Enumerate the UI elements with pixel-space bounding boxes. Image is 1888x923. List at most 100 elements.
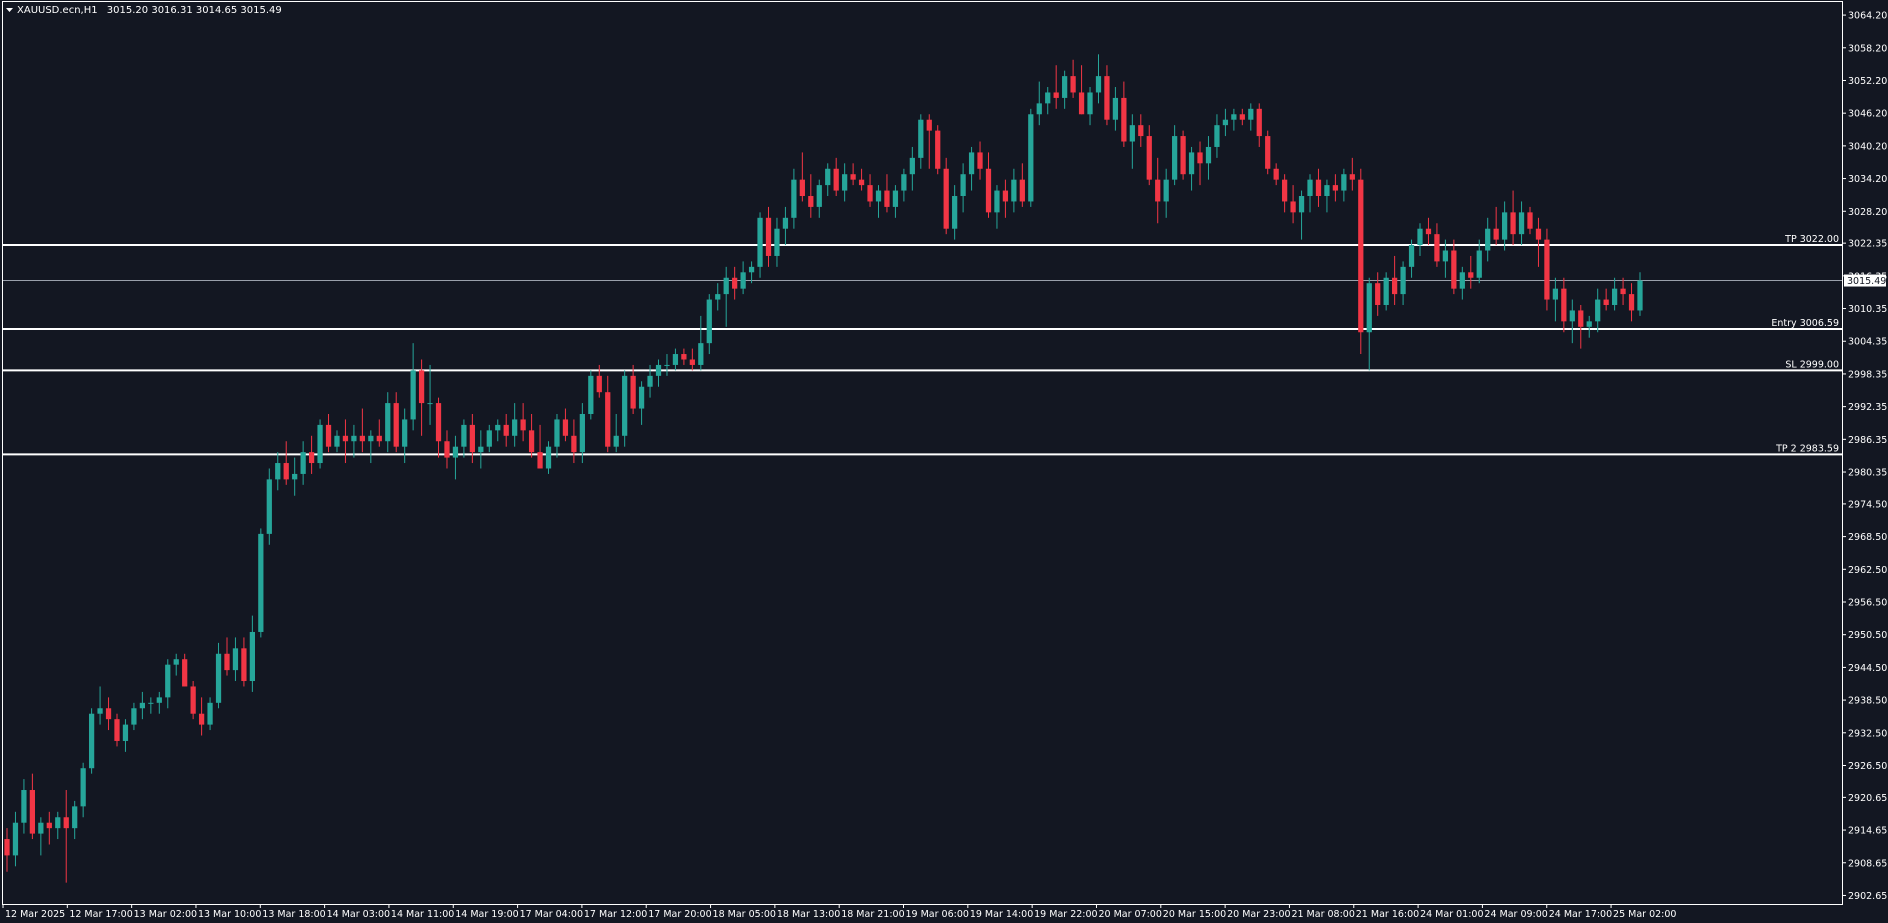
candle-body bbox=[402, 419, 408, 447]
candle bbox=[55, 811, 61, 840]
candle bbox=[173, 653, 179, 676]
candle bbox=[1180, 130, 1186, 180]
candle bbox=[1501, 201, 1508, 251]
candle bbox=[655, 359, 662, 387]
candle-body bbox=[740, 272, 746, 289]
candle-body bbox=[698, 343, 704, 365]
candle bbox=[12, 811, 19, 867]
candle bbox=[165, 659, 171, 709]
candle bbox=[858, 168, 865, 191]
price-tick-label: 3022.35 bbox=[1848, 239, 1887, 250]
price-tick-label: 3028.20 bbox=[1848, 207, 1887, 218]
candle-body bbox=[105, 708, 112, 720]
candle bbox=[1197, 141, 1203, 186]
candle bbox=[774, 217, 780, 267]
candle bbox=[325, 413, 332, 453]
candle-body bbox=[182, 659, 188, 687]
candle-body bbox=[1620, 288, 1626, 295]
candle-body bbox=[622, 375, 628, 436]
candle bbox=[1282, 174, 1288, 213]
time-axis[interactable]: 12 Mar 2025 12 Mar 17:00 13 Mar 02:00 13 Ma… bbox=[2, 904, 1676, 920]
candle bbox=[495, 419, 501, 442]
candle bbox=[182, 653, 188, 687]
time-tick-label: 13 Mar 10:00 bbox=[198, 909, 261, 920]
candle bbox=[1535, 217, 1542, 267]
candle-body bbox=[596, 375, 602, 393]
candle bbox=[528, 413, 535, 458]
price-tick-label: 3052.20 bbox=[1848, 76, 1887, 87]
candle bbox=[689, 348, 695, 371]
candle bbox=[275, 452, 281, 491]
candle bbox=[1493, 206, 1499, 246]
candle bbox=[791, 168, 797, 229]
candle-body bbox=[385, 403, 391, 442]
candle bbox=[1459, 266, 1465, 300]
candle bbox=[808, 174, 814, 218]
candle bbox=[410, 343, 416, 431]
candle-body bbox=[1146, 136, 1152, 180]
candle bbox=[1078, 65, 1085, 115]
candle-body bbox=[249, 631, 255, 682]
candle-body bbox=[1518, 212, 1525, 235]
candle-body bbox=[1298, 196, 1305, 213]
time-tick-label: 14 Mar 19:00 bbox=[455, 909, 518, 920]
candle bbox=[21, 779, 27, 834]
candle-body bbox=[503, 424, 509, 436]
level-label: TP 3022.00 bbox=[1784, 234, 1839, 245]
candle-body bbox=[1392, 277, 1398, 295]
candle bbox=[1298, 190, 1305, 240]
chart-header: XAUUSD.ecn,H1 3015.20 3016.31 3014.65 30… bbox=[6, 5, 282, 16]
time-tick-label: 24 Mar 01:00 bbox=[1420, 909, 1483, 920]
candle-body bbox=[1586, 321, 1592, 327]
candle bbox=[1138, 114, 1144, 147]
candle-body bbox=[165, 664, 171, 698]
time-tick-label: 20 Mar 23:00 bbox=[1227, 909, 1290, 920]
level-line[interactable]: TP 3022.00 bbox=[3, 234, 1842, 247]
level-line[interactable]: SL 2999.00 bbox=[3, 359, 1842, 372]
candle bbox=[816, 179, 822, 218]
candle-body bbox=[283, 463, 289, 480]
candle bbox=[1552, 277, 1559, 322]
candle bbox=[1400, 261, 1406, 305]
candle-body bbox=[334, 435, 340, 447]
candle bbox=[706, 294, 712, 355]
candle-body bbox=[723, 277, 729, 295]
candle bbox=[630, 364, 636, 414]
candle bbox=[351, 424, 357, 458]
candle-body bbox=[1265, 136, 1271, 169]
candle bbox=[884, 174, 890, 213]
candle-body bbox=[808, 196, 814, 207]
candle bbox=[300, 441, 306, 485]
price-axis[interactable]: 3064.20 3058.20 3052.20 3046.20 3040.20 3034.… bbox=[1842, 11, 1887, 902]
candle-body bbox=[1155, 179, 1161, 202]
candle-body bbox=[1595, 299, 1601, 322]
candle bbox=[672, 348, 679, 371]
candle-body bbox=[427, 403, 433, 405]
candle-body bbox=[926, 119, 932, 131]
candle-body bbox=[198, 713, 205, 725]
price-tick-label: 3034.20 bbox=[1848, 174, 1887, 185]
candle bbox=[960, 163, 966, 213]
level-label: SL 2999.00 bbox=[1785, 359, 1839, 370]
candle-body bbox=[918, 119, 924, 158]
candle bbox=[38, 817, 44, 856]
candle bbox=[292, 457, 298, 496]
candle bbox=[1011, 168, 1017, 213]
price-tick-label: 3058.20 bbox=[1848, 43, 1887, 54]
candle-body bbox=[1408, 245, 1415, 267]
candle-body bbox=[901, 174, 907, 191]
candle bbox=[562, 408, 569, 442]
candle bbox=[1112, 87, 1119, 131]
candle bbox=[1256, 103, 1262, 147]
price-tick-label: 3010.35 bbox=[1848, 304, 1887, 315]
candle-body bbox=[605, 392, 611, 447]
collapse-triangle-icon[interactable] bbox=[6, 8, 13, 12]
candle bbox=[1239, 108, 1245, 126]
level-line[interactable]: Entry 3006.59 bbox=[3, 318, 1842, 331]
candle-body bbox=[29, 790, 36, 834]
candle bbox=[1248, 103, 1254, 131]
candle bbox=[1451, 239, 1457, 295]
candle bbox=[444, 430, 450, 469]
candle-body bbox=[1070, 76, 1076, 93]
